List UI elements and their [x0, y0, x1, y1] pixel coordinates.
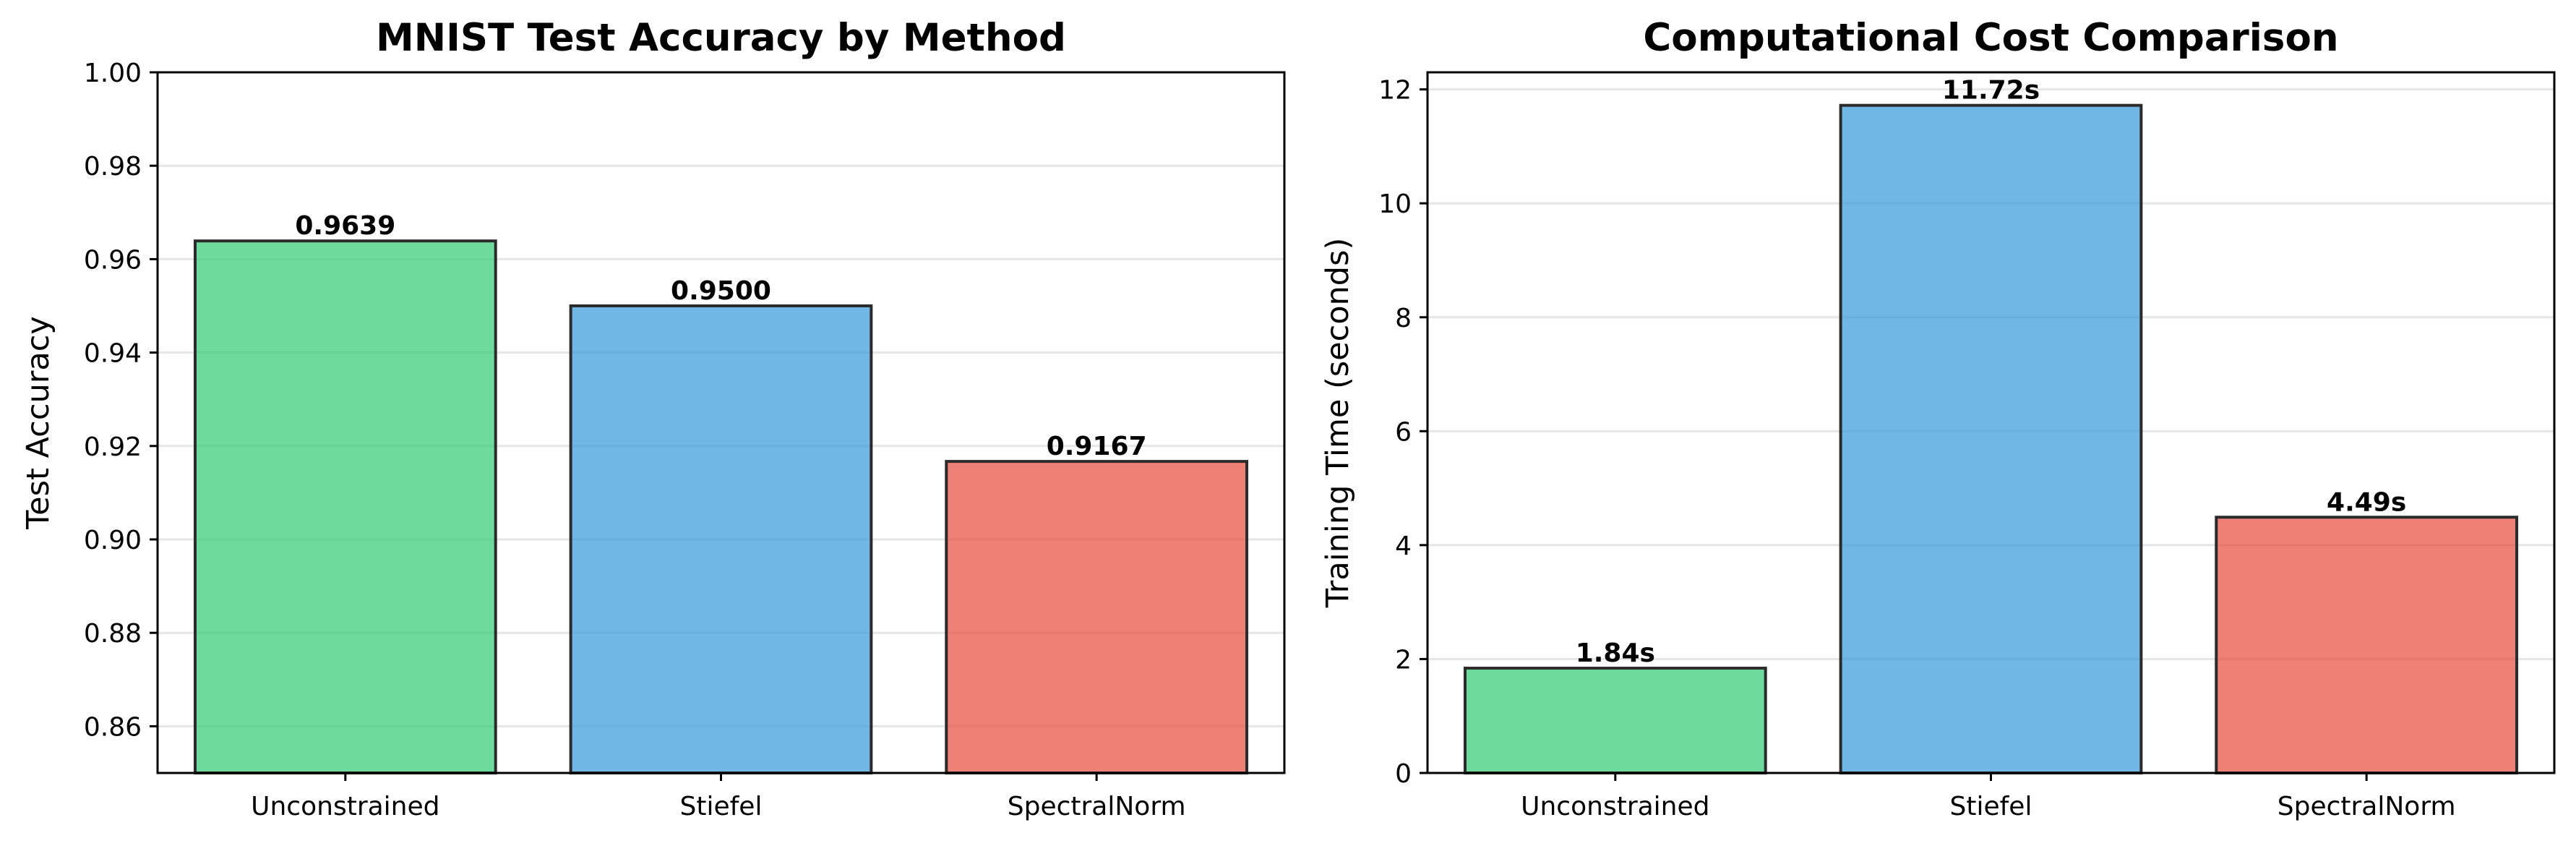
- y-tick-label: 0.90: [84, 526, 142, 555]
- accuracy-chart: 0.9639 Unconstrained 0.9500 Stiefel 0.9167 Sp…: [20, 16, 1286, 821]
- bar-unconstrained: [193, 239, 497, 774]
- data-label: 11.72s: [1942, 76, 2040, 106]
- y-tick-label: 0: [1395, 759, 1412, 789]
- x-tick-label: Unconstrained: [251, 792, 439, 821]
- x-tick-label: SpectralNorm: [2277, 792, 2456, 821]
- data-label: 0.9167: [1047, 432, 1147, 461]
- data-label: 0.9639: [295, 211, 395, 241]
- plot-frame: [156, 71, 1286, 774]
- y-tick-label: 0.88: [84, 619, 142, 649]
- bar-unconstrained: [1463, 667, 1767, 774]
- y-tick-label: 4: [1395, 531, 1412, 561]
- y-tick-label: 8: [1395, 304, 1412, 333]
- data-label: 4.49s: [2327, 487, 2406, 517]
- data-label: 0.9500: [671, 276, 771, 306]
- bar-spectralnorm: [2215, 516, 2519, 775]
- bar-stiefel: [1839, 103, 2143, 774]
- x-tick-label: Stiefel: [1950, 792, 2032, 821]
- y-tick-label: 10: [1378, 189, 1412, 219]
- plot-frame: [1426, 71, 2556, 774]
- data-label: 1.84s: [1576, 638, 1655, 668]
- y-tick-label: 0.96: [84, 245, 142, 275]
- y-axis-label: Training Time (seconds): [1320, 238, 1356, 609]
- y-tick-label: 0.86: [84, 712, 142, 742]
- chart-title: MNIST Test Accuracy by Method: [376, 16, 1066, 60]
- y-tick-label: 12: [1378, 76, 1412, 106]
- chart-title: Computational Cost Comparison: [1643, 16, 2338, 60]
- bar-stiefel: [569, 304, 873, 774]
- x-tick-label: Unconstrained: [1521, 792, 1709, 821]
- y-tick-label: 2: [1395, 645, 1412, 675]
- y-axis-label: Test Accuracy: [20, 316, 56, 530]
- y-tick-label: 0.94: [84, 339, 142, 369]
- y-tick-label: 1.00: [84, 59, 142, 88]
- y-tick-label: 6: [1395, 417, 1412, 447]
- y-tick-label: 0.92: [84, 432, 142, 462]
- cost-chart: 1.84s Unconstrained 11.72s Stiefel 4.49s Spec…: [1320, 16, 2556, 821]
- y-tick-label: 0.98: [84, 152, 142, 181]
- x-tick-label: SpectralNorm: [1008, 792, 1186, 821]
- bar-spectralnorm: [945, 460, 1249, 774]
- x-tick-label: Stiefel: [680, 792, 763, 821]
